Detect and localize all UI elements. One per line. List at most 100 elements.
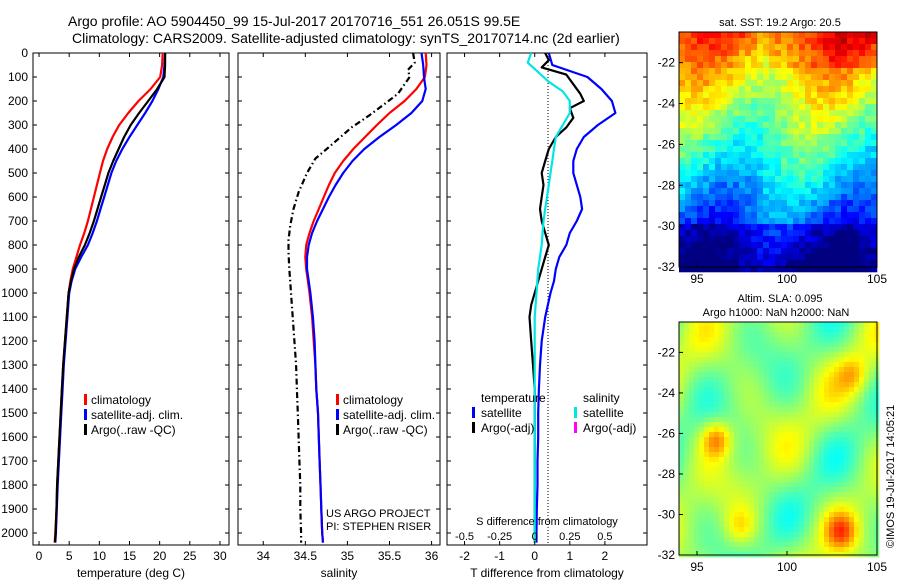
map-cell — [811, 116, 818, 123]
map-cell — [709, 50, 716, 57]
map-cell — [739, 497, 745, 503]
map-cell — [739, 44, 746, 51]
map-cell — [729, 387, 735, 393]
map-cell — [841, 134, 848, 141]
map-cell — [774, 477, 780, 483]
map-cell — [781, 230, 788, 237]
map-cell — [759, 522, 765, 528]
x-tick-label: -2 — [459, 549, 470, 563]
map-cell — [734, 377, 740, 383]
map-cell — [759, 387, 765, 393]
map-cell — [839, 322, 845, 328]
map-cell — [709, 332, 715, 338]
map-cell — [734, 362, 740, 368]
map-cell — [804, 502, 810, 508]
map-cell — [794, 477, 800, 483]
map-cell — [703, 104, 710, 111]
map-cell — [817, 254, 824, 261]
map-cell — [805, 122, 812, 129]
map-cell — [729, 502, 735, 508]
map-cell — [739, 212, 746, 219]
difference-plot-frame — [446, 52, 648, 546]
map-cell — [751, 62, 758, 69]
map-cell — [757, 260, 764, 267]
map-cell — [679, 164, 686, 171]
map-cell — [824, 342, 830, 348]
map-cell — [859, 517, 865, 523]
map-cell — [685, 182, 692, 189]
map-cell — [804, 322, 810, 328]
series-line-climatology — [53, 53, 164, 543]
map-cell — [811, 128, 818, 135]
map-cell — [739, 397, 745, 403]
map-cell — [751, 86, 758, 93]
map-cell — [847, 44, 854, 51]
map-cell — [779, 342, 785, 348]
map-cell — [849, 367, 855, 373]
map-cell — [724, 347, 730, 353]
map-cell — [685, 266, 692, 273]
map-cell — [679, 492, 685, 498]
map-cell — [754, 462, 760, 468]
map-y-tick-label: -30 — [658, 507, 676, 521]
map-cell — [709, 170, 716, 177]
map-cell — [721, 86, 728, 93]
map-cell — [854, 417, 860, 423]
map-cell — [834, 522, 840, 528]
map-cell — [847, 224, 854, 231]
map-cell — [757, 188, 764, 195]
map-cell — [871, 200, 878, 207]
map-cell — [754, 382, 760, 388]
map-cell — [793, 104, 800, 111]
map-cell — [769, 50, 776, 57]
map-cell — [754, 427, 760, 433]
map-cell — [834, 537, 840, 543]
map-cell — [829, 547, 835, 553]
map-cell — [694, 362, 700, 368]
map-cell — [844, 462, 850, 468]
map-cell — [834, 462, 840, 468]
map-cell — [814, 422, 820, 428]
map-cell — [839, 412, 845, 418]
map-cell — [734, 372, 740, 378]
map-cell — [754, 502, 760, 508]
map-cell — [799, 382, 805, 388]
map-cell — [769, 502, 775, 508]
map-cell — [769, 266, 776, 273]
map-cell — [853, 152, 860, 159]
map-cell — [697, 236, 704, 243]
map-cell — [824, 367, 830, 373]
map-cell — [775, 182, 782, 189]
map-cell — [784, 347, 790, 353]
map-cell — [804, 447, 810, 453]
map-cell — [729, 392, 735, 398]
map-cell — [834, 327, 840, 333]
map-cell — [789, 542, 795, 548]
map-cell — [694, 497, 700, 503]
map-cell — [787, 224, 794, 231]
map-cell — [739, 517, 745, 523]
map-cell — [789, 517, 795, 523]
map-cell — [849, 477, 855, 483]
salinity-profiles — [287, 53, 428, 543]
map-cell — [823, 50, 830, 57]
map-cell — [779, 352, 785, 358]
map-cell — [764, 542, 770, 548]
map-cell — [745, 152, 752, 159]
map-cell — [751, 116, 758, 123]
map-cell — [799, 377, 805, 383]
map-cell — [754, 397, 760, 403]
map-cell — [684, 412, 690, 418]
map-cell — [774, 332, 780, 338]
map-cell — [854, 327, 860, 333]
map-cell — [829, 517, 835, 523]
map-cell — [853, 218, 860, 225]
map-cell — [739, 367, 745, 373]
map-cell — [764, 337, 770, 343]
map-cell — [841, 182, 848, 189]
map-cell — [739, 86, 746, 93]
map-cell — [804, 537, 810, 543]
map-cell — [775, 242, 782, 249]
map-cell — [714, 397, 720, 403]
map-cell — [844, 397, 850, 403]
